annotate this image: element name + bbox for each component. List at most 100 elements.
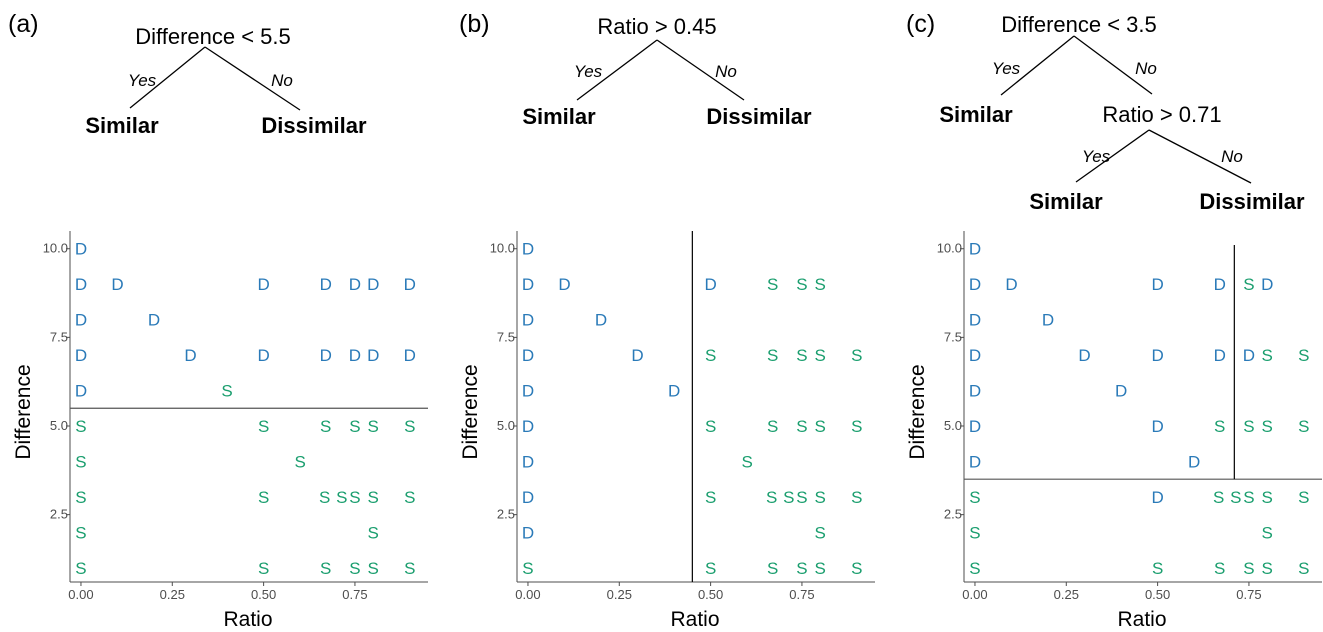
data-point-dissimilar: D	[522, 346, 534, 365]
data-point-dissimilar: D	[704, 275, 716, 294]
data-point-dissimilar: D	[320, 346, 332, 365]
data-point-dissimilar: D	[257, 275, 269, 294]
data-point-similar: S	[1262, 523, 1273, 542]
tree-leaf-yes: Similar	[85, 113, 159, 138]
data-point-dissimilar: D	[1005, 275, 1017, 294]
data-point-similar: S	[1152, 559, 1163, 578]
data-point-similar: S	[815, 559, 826, 578]
decision-tree: Difference < 5.5 Yes No Similar Dissimil…	[85, 24, 367, 138]
tree-yes-label: Yes	[992, 59, 1021, 78]
data-point-similar: S	[320, 559, 331, 578]
tree-yes-label: Yes	[574, 62, 603, 81]
x-tick-label: 0.25	[607, 587, 632, 602]
scatter-plot: 0.00 0.25 0.50 0.752.55.07.510.0 DD D D D S DD DD D…	[937, 231, 1322, 602]
data-point-similar: S	[767, 275, 778, 294]
data-point-dissimilar: D	[75, 382, 87, 401]
data-point-similar: S	[258, 488, 269, 507]
data-point-dissimilar: D	[1214, 275, 1226, 294]
x-axis-title: Ratio	[223, 608, 272, 631]
y-tick-label: 10.0	[937, 241, 962, 256]
data-point-dissimilar: D	[522, 523, 534, 542]
tree-edge-no	[656, 39, 745, 101]
data-point-similar: S	[705, 488, 716, 507]
data-point-similar: S	[75, 417, 86, 436]
data-point-similar: S	[75, 488, 86, 507]
data-point-dissimilar: D	[75, 275, 87, 294]
data-point-similar: S	[796, 417, 807, 436]
data-point-similar: S	[336, 488, 347, 507]
y-tick-label: 10.0	[490, 241, 515, 256]
panel-a-svg: (a) Difference < 5.5 Yes No Similar Diss…	[8, 10, 428, 631]
x-axis-title: Ratio	[670, 608, 719, 631]
data-point-similar: S	[741, 452, 752, 471]
data-point-similar: S	[851, 417, 862, 436]
data-point-similar: S	[349, 488, 360, 507]
data-point-similar: S	[815, 488, 826, 507]
data-point-similar: S	[1262, 417, 1273, 436]
data-point-dissimilar: D	[349, 346, 361, 365]
data-point-dissimilar: D	[969, 311, 981, 330]
y-tick-label: 5.0	[944, 418, 962, 433]
scatter-plot: 0.00 0.25 0.50 0.752.55.07.510.0 DD D D D D D DD DD…	[43, 231, 428, 602]
tree-no-label: No	[715, 62, 737, 81]
data-point-similar: S	[969, 523, 980, 542]
tree-edge-yes	[129, 46, 206, 109]
data-point-similar: S	[815, 523, 826, 542]
tree-edge-no	[204, 46, 301, 111]
data-point-similar: S	[705, 417, 716, 436]
x-tick-label: 0.75	[789, 587, 814, 602]
data-point-similar: S	[75, 452, 86, 471]
data-point-similar: S	[851, 488, 862, 507]
x-tick-label: 0.00	[962, 587, 987, 602]
data-point-similar: S	[522, 559, 533, 578]
data-point-similar: S	[1243, 488, 1254, 507]
data-point-similar: S	[75, 559, 86, 578]
tree-leaf-no: Dissimilar	[261, 113, 367, 138]
data-point-dissimilar: D	[969, 275, 981, 294]
x-tick-label: 0.50	[251, 587, 276, 602]
data-point-dissimilar: D	[1042, 311, 1054, 330]
tree-child-edge-yes	[1075, 129, 1150, 183]
data-point-dissimilar: D	[1078, 346, 1090, 365]
data-point-similar: S	[404, 417, 415, 436]
tree-edge-yes	[576, 39, 658, 101]
data-point-similar: S	[796, 275, 807, 294]
data-point-similar: S	[1298, 346, 1309, 365]
data-point-similar: S	[1298, 488, 1309, 507]
panel-label: (a)	[8, 10, 39, 38]
data-point-similar: S	[815, 346, 826, 365]
tree-root-node: Difference < 3.5	[1001, 12, 1157, 37]
data-point-similar: S	[1214, 417, 1225, 436]
data-point-similar: S	[75, 523, 86, 542]
y-tick-label: 2.5	[944, 507, 962, 522]
y-tick-label: 7.5	[50, 329, 68, 344]
data-point-similar: S	[368, 417, 379, 436]
data-point-similar: S	[705, 346, 716, 365]
data-point-dissimilar: D	[404, 275, 416, 294]
data-point-dissimilar: D	[75, 346, 87, 365]
tree-leaf-yes: Similar	[522, 104, 596, 129]
data-point-dissimilar: D	[969, 417, 981, 436]
x-tick-label: 0.00	[68, 587, 93, 602]
y-tick-label: 7.5	[497, 329, 515, 344]
data-point-similar: S	[1298, 417, 1309, 436]
panel-b-svg: (b) Ratio > 0.45 Yes No Similar Dissimil…	[459, 10, 875, 631]
panel-c: (c) Difference < 3.5 Yes No Similar Rati…	[894, 0, 1323, 632]
data-point-dissimilar: D	[1243, 346, 1255, 365]
data-point-dissimilar: D	[522, 382, 534, 401]
data-point-dissimilar: D	[1188, 452, 1200, 471]
data-point-dissimilar: D	[1151, 488, 1163, 507]
data-point-similar: S	[294, 452, 305, 471]
tree-yes-label: Yes	[128, 71, 157, 90]
data-point-dissimilar: D	[320, 275, 332, 294]
data-point-similar: S	[1298, 559, 1309, 578]
x-tick-label: 0.75	[1236, 587, 1261, 602]
y-tick-label: 5.0	[497, 418, 515, 433]
data-point-similar: S	[368, 523, 379, 542]
data-point-similar: S	[796, 346, 807, 365]
data-point-similar: S	[320, 417, 331, 436]
data-point-dissimilar: D	[148, 311, 160, 330]
tree-root-node: Ratio > 0.45	[597, 14, 716, 39]
data-point-similar: S	[815, 417, 826, 436]
data-point-dissimilar: D	[1115, 382, 1127, 401]
